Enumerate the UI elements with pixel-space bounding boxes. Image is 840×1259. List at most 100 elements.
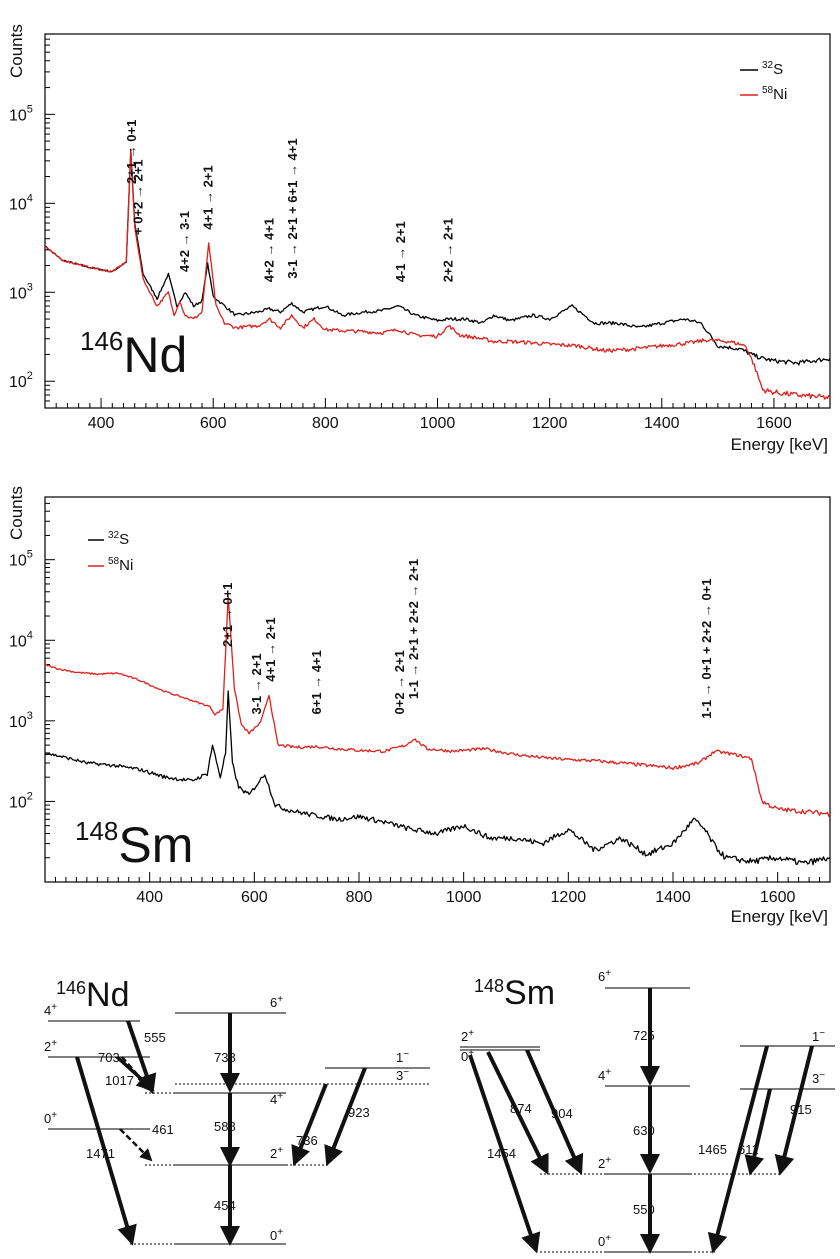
level-label: 4+ (270, 1091, 283, 1107)
transition-energy: 1454 (487, 1146, 516, 1161)
series-line-58Ni (44, 595, 831, 817)
transition-annotation: 3-1 → 2+1 + 6+1 → 4+1 (285, 138, 300, 278)
nd146-spectrum-panel: Counts Energy [keV] 400 600 800 1000 1200 140… (7, 24, 831, 454)
transition-annotation: 1-1 → 2+1 + 2+2 → 2+1 (406, 559, 421, 699)
x-axis-label: Energy [keV] (731, 435, 828, 454)
series-line-58Ni (44, 150, 831, 400)
x-tick-label: 1200 (532, 415, 568, 432)
transition-arrow (707, 1045, 769, 1254)
nucleus-label: 146Nd (80, 326, 187, 383)
transition-energy: 588 (214, 1119, 236, 1134)
series-line-32S (44, 690, 831, 866)
x-tick-label: 600 (241, 889, 268, 906)
transition-annotation: 4+1 → 2+1 (201, 165, 216, 229)
x-tick-label: 800 (346, 889, 373, 906)
x-tick-labels: 400 600 800 1000 1200 1400 1600 (136, 889, 795, 906)
legend-label-ni58: 58Ni (108, 556, 133, 574)
x-tick-label: 1600 (756, 415, 792, 432)
transition-annotation: 2+1 → 0+1 (124, 120, 139, 184)
x-tick-labels: 400 600 800 1000 1200 1400 1600 (88, 415, 792, 432)
y-axis-label: Counts (7, 24, 26, 78)
transition-energy: 1017 (105, 1073, 134, 1088)
transition-energy: 703 (98, 1050, 120, 1065)
nucleus-label: 148Sm (75, 816, 193, 873)
level-label: 1− (812, 1028, 825, 1044)
level-label: 4+ (44, 1002, 57, 1018)
level-label: 3− (812, 1070, 825, 1086)
legend: 32S 58Ni (88, 530, 133, 574)
level-label: 0+ (270, 1227, 283, 1243)
level-label: 2+ (598, 1155, 611, 1171)
transition-energy: 736 (296, 1133, 318, 1148)
transition-annotations: 2+1 → 0+1 3-1 → 2+14+1 → 2+1 6+1 → 4+1 0+2 … (220, 559, 714, 719)
transition-annotation: 2+1 → 0+1 (220, 583, 235, 647)
y-tick-labels: 102 103 104 105 (9, 103, 33, 391)
level-label: 6+ (270, 994, 283, 1010)
level-scheme-title: 148Sm (474, 974, 555, 1012)
transition-arrow (291, 1083, 328, 1167)
series-group (44, 595, 831, 866)
level-label: 2+ (270, 1145, 283, 1161)
y-tick-label: 102 (9, 370, 33, 391)
transition-annotation: 6+1 → 4+1 (309, 650, 324, 714)
y-tick-marks (45, 33, 55, 409)
transition-arrow (121, 1056, 153, 1092)
transition-arrow (324, 1067, 367, 1167)
y-tick-label: 102 (9, 790, 33, 811)
plot-frame (44, 496, 831, 883)
x-tick-label: 1000 (446, 889, 482, 906)
transition-energy: 915 (790, 1102, 812, 1117)
sm148-level-scheme: 148Sm 6+ 2+ 0+ 1− 4+ 3− 2+ 0+ (460, 968, 835, 1254)
transition-energy: 738 (214, 1050, 236, 1065)
x-tick-label: 1400 (655, 889, 691, 906)
sm148-spectrum-panel: Counts Energy [keV] 400 600 800 1000 1200 140… (7, 486, 831, 926)
transition-energy: 611 (738, 1142, 759, 1157)
legend: 32S 58Ni (740, 60, 787, 103)
level-label: 0+ (44, 1110, 57, 1126)
x-tick-label: 1400 (644, 415, 680, 432)
level-label: 1− (396, 1049, 409, 1065)
y-tick-label: 103 (9, 281, 33, 302)
transition-energy: 1465 (698, 1142, 727, 1157)
level-label: 6+ (598, 968, 611, 984)
transition-annotation: 4-1 → 2+1 (393, 221, 408, 282)
series-line-32S (44, 148, 831, 366)
x-tick-label: 1200 (551, 889, 587, 906)
transition-energy: 904 (551, 1106, 573, 1121)
transition-arrow (486, 1051, 549, 1175)
nd146-level-scheme: 146Nd 4+ 6+ 2+ 1− 3− 4+ 0 (44, 976, 430, 1246)
y-tick-label: 105 (9, 549, 33, 570)
legend-label-ni58: 58Ni (762, 85, 787, 103)
level-label: 2+ (461, 1028, 474, 1044)
y-tick-marks (45, 496, 55, 883)
transition-arrow (774, 1045, 814, 1176)
x-tick-label: 400 (88, 415, 115, 432)
transition-annotation: 4+1 → 2+1 (263, 617, 278, 681)
level-label: 0+ (461, 1048, 474, 1064)
y-axis-label: Counts (7, 486, 26, 540)
transition-arrow (525, 1049, 584, 1176)
x-tick-label: 600 (200, 415, 227, 432)
transition-energy: 1471 (86, 1146, 115, 1161)
transition-arrow (75, 1056, 137, 1246)
x-tick-marks (44, 872, 831, 882)
transition-annotation: 2+2 → 2+1 (441, 218, 456, 282)
transition-energy: 725 (633, 1028, 655, 1043)
series-group (44, 148, 831, 400)
transition-arrow (468, 1054, 541, 1254)
transition-energy: 923 (348, 1105, 370, 1120)
legend-label-s32: 32S (108, 530, 129, 548)
level-label: 2+ (44, 1038, 57, 1054)
level-label: 4+ (598, 1067, 611, 1083)
transition-arrow (744, 1088, 772, 1176)
transition-energy: 461 (152, 1122, 174, 1137)
y-tick-label: 104 (9, 192, 33, 213)
transition-annotation: 1-1 → 0+1 + 2+2 → 0+1 (699, 578, 714, 718)
x-tick-label: 1000 (420, 415, 456, 432)
x-axis-label: Energy [keV] (731, 907, 828, 926)
level-label: 3− (396, 1067, 409, 1083)
transition-annotation: 0+2 → 2+1 (392, 650, 407, 714)
x-tick-label: 400 (136, 889, 163, 906)
transition-annotation: 4+2 → 3-1 (177, 211, 192, 272)
